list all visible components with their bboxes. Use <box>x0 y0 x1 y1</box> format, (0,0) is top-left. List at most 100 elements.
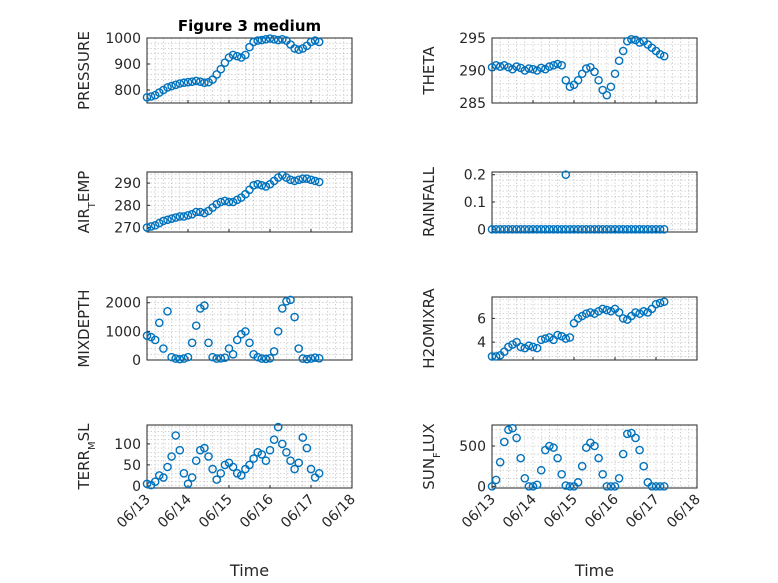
data-point <box>577 69 587 79</box>
y-tick-label: 500 <box>459 439 486 455</box>
data-point <box>553 224 562 234</box>
data-point <box>651 482 661 491</box>
data-point <box>508 423 517 433</box>
data-point <box>565 82 575 92</box>
axes-border <box>146 296 353 361</box>
data-point <box>499 437 509 447</box>
data-point <box>175 354 185 364</box>
data-point <box>487 482 497 491</box>
data-point <box>565 333 575 342</box>
data-point <box>647 224 657 234</box>
data-point <box>557 469 567 479</box>
data-point <box>163 83 172 92</box>
data-point <box>610 482 620 491</box>
y-axis-label: SUNFLUX <box>420 423 443 489</box>
data-point <box>261 354 271 364</box>
data-point <box>261 182 271 191</box>
data-point <box>553 330 562 340</box>
axes-frame <box>146 37 353 104</box>
data-point <box>520 224 530 234</box>
data-point <box>216 197 226 207</box>
data-point <box>545 441 554 451</box>
data-point <box>150 221 160 230</box>
data-point <box>623 429 632 439</box>
y-tick-label: 0.2 <box>464 168 486 184</box>
data-point <box>528 64 538 74</box>
data-point <box>553 59 562 69</box>
data-point <box>261 35 271 44</box>
x-tick-label: 06/17 <box>623 492 663 532</box>
data-point <box>302 354 312 364</box>
data-point <box>245 42 254 52</box>
y-tick-label: 0 <box>132 479 141 495</box>
data-point <box>273 173 283 182</box>
data-point <box>175 79 185 88</box>
data-point <box>273 35 283 45</box>
data-point <box>277 35 287 44</box>
data-point <box>187 209 197 219</box>
data-point <box>499 224 509 234</box>
data-point <box>191 76 201 86</box>
data-point <box>253 179 263 189</box>
data-point <box>257 354 267 363</box>
y-axis-label: MIXDEPTH <box>75 289 93 367</box>
data-point <box>504 224 513 234</box>
data-point <box>290 44 299 53</box>
data-point <box>228 197 238 207</box>
data-point <box>545 62 554 71</box>
data-point <box>314 353 324 363</box>
data-point <box>183 77 193 87</box>
data-point <box>216 468 226 478</box>
data-point <box>643 224 653 234</box>
data-point <box>512 224 521 234</box>
data-point <box>655 49 665 59</box>
data-point <box>577 224 587 234</box>
subplot-pressure: 800 900 1000 PRESSURE Figure 3 medium <box>75 17 353 110</box>
data-point <box>191 456 201 466</box>
data-point <box>602 90 612 100</box>
data-point <box>195 445 205 455</box>
y-axis-label: RAINFALL <box>420 166 438 237</box>
y-tick-label: 0.1 <box>464 195 486 211</box>
data-point <box>310 353 320 363</box>
data-point <box>175 445 185 455</box>
data-point <box>639 461 649 471</box>
data-point <box>187 338 197 348</box>
subplot-h2omixra: 4 6 H2OMIXRA <box>420 288 698 369</box>
y-tick-label: 1000 <box>105 324 141 340</box>
data-point <box>504 425 513 435</box>
data-point <box>187 77 197 86</box>
data-point <box>167 214 176 223</box>
data-point <box>618 449 628 459</box>
data-point <box>261 456 271 466</box>
data-point <box>257 35 267 45</box>
data-point <box>659 51 669 61</box>
data-point <box>290 176 299 186</box>
data-point <box>491 352 501 361</box>
data-point <box>245 460 254 470</box>
data-point <box>623 36 632 46</box>
data-point <box>257 181 267 190</box>
x-tick-label: 06/15 <box>541 492 581 532</box>
data-point <box>302 174 312 183</box>
subplot-mixdepth: 0 1000 2000 MIXDEPTH <box>75 289 353 369</box>
data-point <box>536 63 546 73</box>
y-tick-label: 4 <box>477 335 486 351</box>
data-point <box>618 46 628 56</box>
data-point <box>236 471 246 480</box>
data-point <box>586 308 595 317</box>
data-point <box>228 462 238 472</box>
data-point <box>623 224 632 234</box>
data-point <box>516 453 526 463</box>
data-point <box>294 458 304 468</box>
y-axis-label: PRESSURE <box>75 31 93 110</box>
data-point <box>586 224 595 234</box>
data-point <box>220 196 230 206</box>
axes-border <box>491 296 698 361</box>
data-point <box>310 176 320 186</box>
data-point <box>220 353 230 363</box>
data-point <box>495 224 505 234</box>
data-point <box>618 224 628 234</box>
axes-frame <box>491 296 698 361</box>
data-point <box>265 353 275 363</box>
